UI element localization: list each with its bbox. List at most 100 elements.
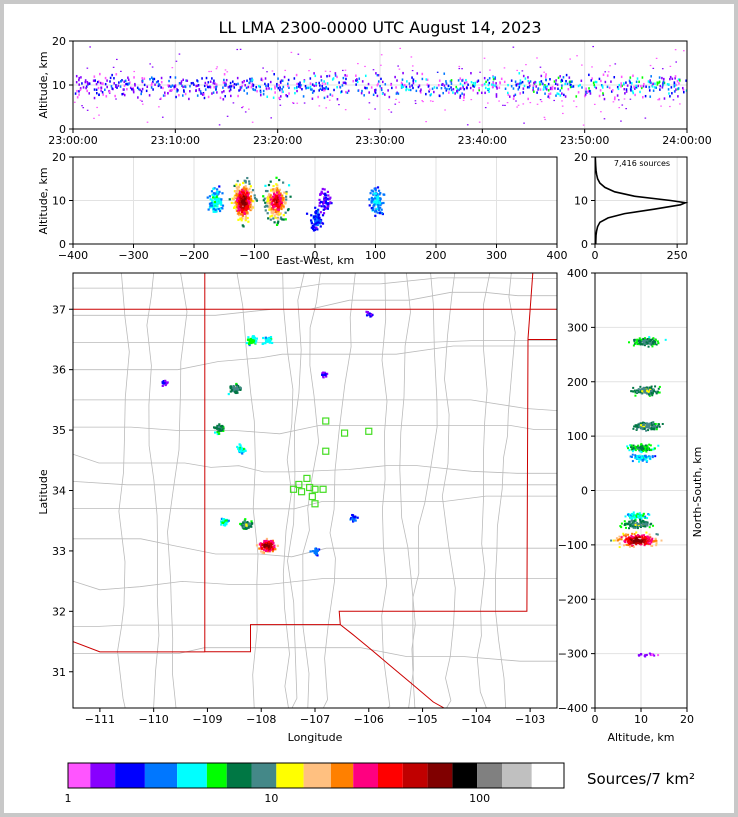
altitude-eastwest-source-point bbox=[234, 190, 237, 193]
altitude-time-source-point bbox=[661, 86, 664, 89]
altitude-eastwest-source-point bbox=[284, 211, 287, 214]
northsouth-altitude-source-point bbox=[651, 392, 654, 395]
altitude-time-source-point bbox=[478, 121, 481, 123]
altitude-time-source-point bbox=[540, 100, 543, 103]
map-source-point bbox=[232, 384, 235, 388]
altitude-time-source-point bbox=[251, 77, 253, 80]
map-x-tick-label: −104 bbox=[461, 713, 491, 726]
altitude-time-source-point bbox=[457, 79, 460, 82]
altitude-time-source-point bbox=[199, 90, 202, 93]
northsouth-altitude-source-point bbox=[643, 340, 646, 343]
altitude-time-source-point bbox=[364, 86, 367, 90]
altitude-eastwest-source-point bbox=[266, 212, 269, 215]
altitude-eastwest-source-point bbox=[376, 194, 380, 198]
altitude-time-source-point bbox=[254, 88, 257, 92]
altitude-time-source-point bbox=[547, 82, 550, 86]
altitude-time-source-point bbox=[143, 77, 146, 80]
altitude-time-source-point bbox=[82, 107, 85, 109]
altitude-time-source-point bbox=[648, 80, 651, 84]
altitude-eastwest-source-point bbox=[318, 198, 321, 201]
altitude-time-source-point bbox=[133, 70, 136, 73]
northsouth-altitude-source-point bbox=[628, 527, 631, 530]
map-source-point bbox=[263, 545, 266, 548]
map-source-point bbox=[356, 516, 359, 519]
altitude-time-source-point bbox=[304, 84, 307, 88]
altitude-time-source-point bbox=[296, 85, 298, 89]
altitude-time-source-point bbox=[489, 69, 491, 71]
northsouth-altitude-source-point bbox=[642, 520, 645, 523]
altitude-time-source-point bbox=[209, 86, 212, 89]
map-source-point bbox=[239, 386, 242, 390]
altitude-time-source-point bbox=[374, 88, 377, 92]
altitude-time-source-point bbox=[658, 81, 660, 84]
altitude-time-source-point bbox=[246, 79, 248, 82]
northsouth-altitude-source-point bbox=[622, 534, 625, 537]
county-line bbox=[236, 273, 259, 708]
altitude-time-source-point bbox=[357, 89, 360, 92]
altitude-eastwest-source-point bbox=[247, 192, 250, 196]
altitude-time-source-point bbox=[376, 94, 379, 98]
altitude-time-source-point bbox=[495, 95, 498, 98]
altitude-time-source-point bbox=[620, 120, 622, 122]
altitude-time-source-point bbox=[367, 82, 370, 86]
altitude-time-source-point bbox=[105, 95, 108, 98]
altitude-time-source-point bbox=[282, 85, 285, 89]
altitude-time-source-point bbox=[313, 72, 315, 75]
northsouth-altitude-source-point bbox=[636, 541, 639, 544]
altitude-eastwest-source-point bbox=[209, 204, 212, 207]
altitude-eastwest-source-point bbox=[246, 207, 249, 210]
altitude-time-source-point bbox=[414, 100, 417, 102]
lma-station-marker bbox=[365, 427, 373, 435]
northsouth-altitude-source-point bbox=[649, 339, 652, 342]
altitude-time-source-point bbox=[463, 81, 466, 85]
northsouth-altitude-source-point bbox=[628, 449, 631, 452]
northsouth-altitude-source-point bbox=[639, 525, 642, 528]
altitude-eastwest-source-point bbox=[270, 197, 273, 200]
altitude-time-source-point bbox=[541, 82, 544, 85]
altitude-eastwest-source-point bbox=[313, 223, 316, 226]
altitude-eastwest-source-point bbox=[253, 194, 256, 197]
altitude-time-source-point bbox=[528, 81, 531, 85]
altitude-time-source-point bbox=[146, 121, 149, 123]
altitude-time-source-point bbox=[677, 95, 679, 98]
altitude-time-source-point bbox=[174, 85, 177, 88]
altitude-time-source-point bbox=[315, 84, 317, 87]
altitude-time-source-point bbox=[204, 81, 207, 85]
altitude-eastwest-source-point bbox=[218, 209, 222, 213]
map-source-point bbox=[269, 546, 272, 550]
altitude-time-source-point bbox=[109, 80, 111, 83]
altitude-eastwest-source-point bbox=[244, 203, 247, 206]
northsouth-altitude-source-point bbox=[646, 536, 649, 539]
altitude-eastwest-source-point bbox=[241, 188, 244, 191]
northsouth-altitude-source-point bbox=[637, 339, 640, 342]
state-boundaries bbox=[73, 273, 557, 708]
altitude-time-source-point bbox=[484, 86, 487, 90]
northsouth-altitude-source-point bbox=[629, 455, 632, 458]
northsouth-altitude-source-point bbox=[620, 538, 623, 541]
altitude-time-source-point bbox=[556, 83, 559, 86]
altitude-time-source-point bbox=[648, 85, 651, 89]
northsouth-altitude-source-point bbox=[646, 422, 649, 425]
altitude-eastwest-source-point bbox=[220, 203, 223, 206]
altitude-eastwest-source-point bbox=[322, 192, 326, 195]
map-source-point bbox=[321, 373, 324, 376]
altitude-time-source-point bbox=[644, 94, 647, 98]
altitude-time-source-point bbox=[504, 87, 507, 90]
altitude-eastwest-source-point bbox=[314, 215, 317, 218]
map-source-point bbox=[162, 382, 165, 385]
northsouth-altitude-source-point bbox=[635, 542, 638, 545]
northsouth-altitude-source-point bbox=[631, 544, 634, 547]
altitude-time-source-point bbox=[381, 80, 384, 84]
altitude-time-source-point bbox=[394, 75, 396, 79]
northsouth-altitude-source-point bbox=[637, 536, 640, 539]
northsouth-altitude-source-point bbox=[639, 520, 642, 523]
northsouth-altitude-source-point bbox=[648, 449, 651, 452]
northsouth-altitude-source-point bbox=[624, 533, 627, 536]
altitude-time-source-point bbox=[494, 76, 496, 79]
altitude-time-source-point bbox=[621, 84, 623, 88]
altitude-eastwest-source-point bbox=[266, 200, 270, 203]
altitude-time-source-point bbox=[522, 74, 525, 78]
altitude-eastwest-source-point bbox=[324, 207, 327, 210]
map-source-point bbox=[252, 335, 256, 338]
